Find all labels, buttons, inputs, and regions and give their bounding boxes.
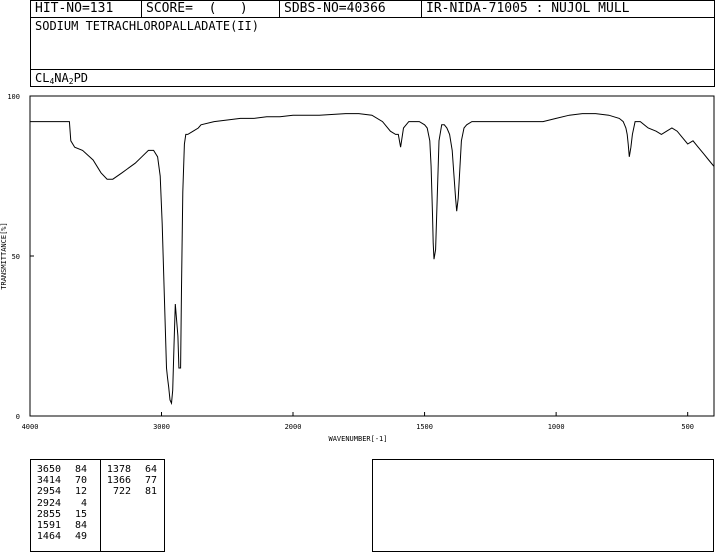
hit-number: HIT-NO=131 <box>35 1 114 16</box>
peak-row: 1366 77 <box>101 475 157 486</box>
x-tick-label: 2000 <box>285 423 302 431</box>
x-tick-label: 1000 <box>548 423 565 431</box>
plot-frame <box>29 95 715 417</box>
peak-wavenumber: 1464 <box>36 531 61 543</box>
x-axis-label: WAVENUMBER[-1] <box>328 435 387 443</box>
peak-row: 2855 15 <box>31 509 87 520</box>
peak-wavenumber: 1366 <box>106 475 131 487</box>
peak-row: 3414 70 <box>31 475 87 486</box>
peak-transmittance: 77 <box>144 475 157 487</box>
peak-wavenumber: 3650 <box>36 464 61 475</box>
peak-table: 3650 84 3414 70 2954 12 2924 4 2855 15 1591 84 1464 4… <box>30 459 165 552</box>
molecular-formula: CL4NA2PD <box>35 71 89 86</box>
peak-transmittance: 15 <box>74 508 87 520</box>
peak-row: 1378 64 <box>101 464 157 475</box>
peak-table-divider <box>100 460 101 551</box>
peak-transmittance: 4 <box>80 497 87 509</box>
peak-transmittance: 64 <box>144 464 157 475</box>
peak-wavenumber: 722 <box>112 486 131 498</box>
sdbs-number: SDBS-NO=40366 <box>279 1 421 17</box>
x-tick-label: 4000 <box>22 423 39 431</box>
peak-wavenumber: 2924 <box>36 497 61 509</box>
y-tick-label: 0 <box>16 413 20 421</box>
peak-wavenumber: 1591 <box>36 520 61 532</box>
peak-transmittance: 70 <box>74 475 87 487</box>
peak-wavenumber: 3414 <box>36 475 61 487</box>
peak-transmittance: 84 <box>74 520 87 532</box>
peak-column-2: 1378 64 1366 77 722 81 <box>101 464 157 498</box>
score: SCORE= ( ) <box>141 1 279 17</box>
peak-transmittance: 81 <box>144 486 157 498</box>
peak-row: 2924 4 <box>31 498 87 509</box>
y-axis-label: TRANSMITTANCE[%] <box>0 222 8 289</box>
peak-wavenumber: 1378 <box>106 464 131 475</box>
ir-info: IR-NIDA-71005 : NUJOL MULL <box>421 1 714 17</box>
peak-row: 3650 84 <box>31 464 87 475</box>
y-tick-label: 50 <box>12 253 20 261</box>
peak-transmittance: 49 <box>74 531 87 543</box>
peak-row: 722 81 <box>101 486 157 497</box>
peak-column-1: 3650 84 3414 70 2954 12 2924 4 2855 15 1591 84 1464 4… <box>31 464 87 542</box>
x-tick-label: 3000 <box>153 423 170 431</box>
peak-transmittance: 12 <box>74 486 87 498</box>
x-tick-label: 1500 <box>416 423 433 431</box>
compound-name: SODIUM TETRACHLOROPALLADATE(II) <box>35 19 259 33</box>
formula-box: CL4NA2PD <box>30 69 715 87</box>
peak-wavenumber: 2954 <box>36 486 61 498</box>
blank-panel <box>372 459 714 552</box>
spectrum-line <box>30 113 715 406</box>
peak-transmittance: 84 <box>74 464 87 475</box>
peak-row: 1464 49 <box>31 531 87 542</box>
peak-row: 2954 12 <box>31 486 87 497</box>
peak-row: 1591 84 <box>31 520 87 531</box>
y-tick-label: 100 <box>7 93 20 101</box>
x-tick-label: 500 <box>681 423 694 431</box>
peak-wavenumber: 2855 <box>36 508 61 520</box>
